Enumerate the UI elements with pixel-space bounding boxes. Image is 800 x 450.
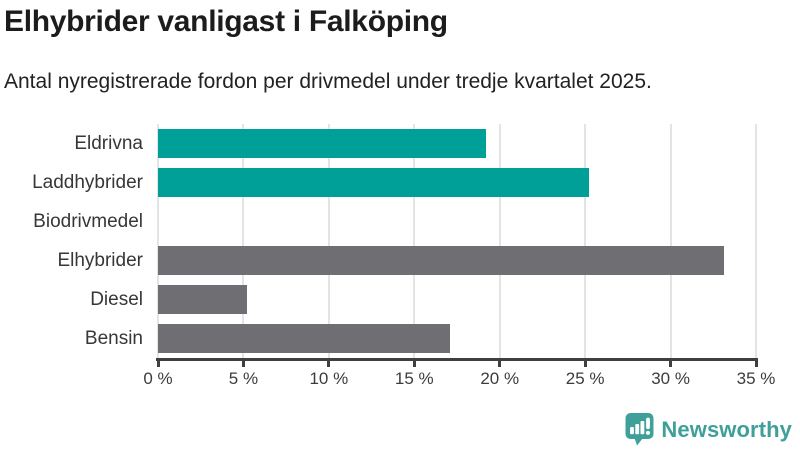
x-tick-label: 15 %: [394, 369, 434, 388]
gridline: [755, 124, 757, 358]
category-label: Eldrivna: [74, 132, 143, 154]
bar-rows: Eldrivna Laddhybrider Biodrivmedel Elhybrid…: [0, 124, 800, 358]
bar-row: Elhybrider: [0, 241, 800, 280]
gridline: [413, 124, 416, 358]
newsworthy-logo-text: Newsworthy: [661, 416, 792, 442]
x-tick-mark: [498, 358, 502, 367]
x-tick-mark: [156, 358, 160, 367]
x-tick-mark: [754, 358, 758, 367]
category-label: Bensin: [84, 327, 143, 349]
bar-row: Biodrivmedel: [0, 202, 800, 241]
bar: [158, 324, 451, 353]
x-tick-label: 35 %: [736, 369, 776, 388]
category-label: Diesel: [90, 288, 143, 310]
gridline: [584, 124, 587, 358]
gridline: [498, 124, 501, 358]
bar-row: Bensin: [0, 319, 800, 358]
x-tick-label: 5 %: [228, 369, 259, 388]
x-tick-label: 20 %: [480, 369, 520, 388]
bar: [158, 168, 589, 197]
bar: [158, 285, 247, 314]
bar: [158, 246, 724, 275]
x-tick-mark: [412, 358, 416, 367]
x-tick-label: 0 %: [143, 369, 173, 388]
bar-track: [158, 168, 800, 197]
category-label: Biodrivmedel: [33, 210, 143, 232]
gridline: [242, 124, 245, 358]
x-tick-label: 10 %: [309, 369, 349, 388]
bar-track: [158, 129, 800, 158]
x-tick-mark: [327, 358, 331, 367]
x-tick-mark: [669, 358, 673, 367]
gridline: [669, 124, 672, 358]
category-label: Laddhybrider: [32, 171, 143, 193]
x-tick-mark: [241, 358, 245, 367]
bar: [158, 129, 487, 158]
bar-track: [158, 246, 800, 275]
x-tick-mark: [583, 358, 587, 367]
bar-row: Eldrivna: [0, 124, 800, 163]
chart-title: Elhybrider vanligast i Falköping: [4, 5, 448, 38]
bar-track: [158, 285, 800, 314]
gridline: [157, 124, 159, 358]
newsworthy-logo: Newsworthy: [625, 413, 792, 446]
x-axis-line: [156, 358, 758, 361]
gridlines: [157, 124, 757, 358]
bar-row: Laddhybrider: [0, 163, 800, 202]
bar-track: [158, 207, 800, 236]
chart-subtitle: Antal nyregistrerade fordon per drivmede…: [4, 70, 652, 93]
plot-area: Eldrivna Laddhybrider Biodrivmedel Elhybrid…: [0, 124, 800, 358]
category-label: Elhybrider: [57, 249, 143, 271]
gridline: [327, 124, 330, 358]
bar-track: [158, 324, 800, 353]
x-tick-label: 30 %: [651, 369, 690, 388]
bar-row: Diesel: [0, 280, 800, 319]
x-tick-label: 25 %: [565, 369, 605, 388]
newsworthy-logo-icon: [625, 413, 654, 446]
